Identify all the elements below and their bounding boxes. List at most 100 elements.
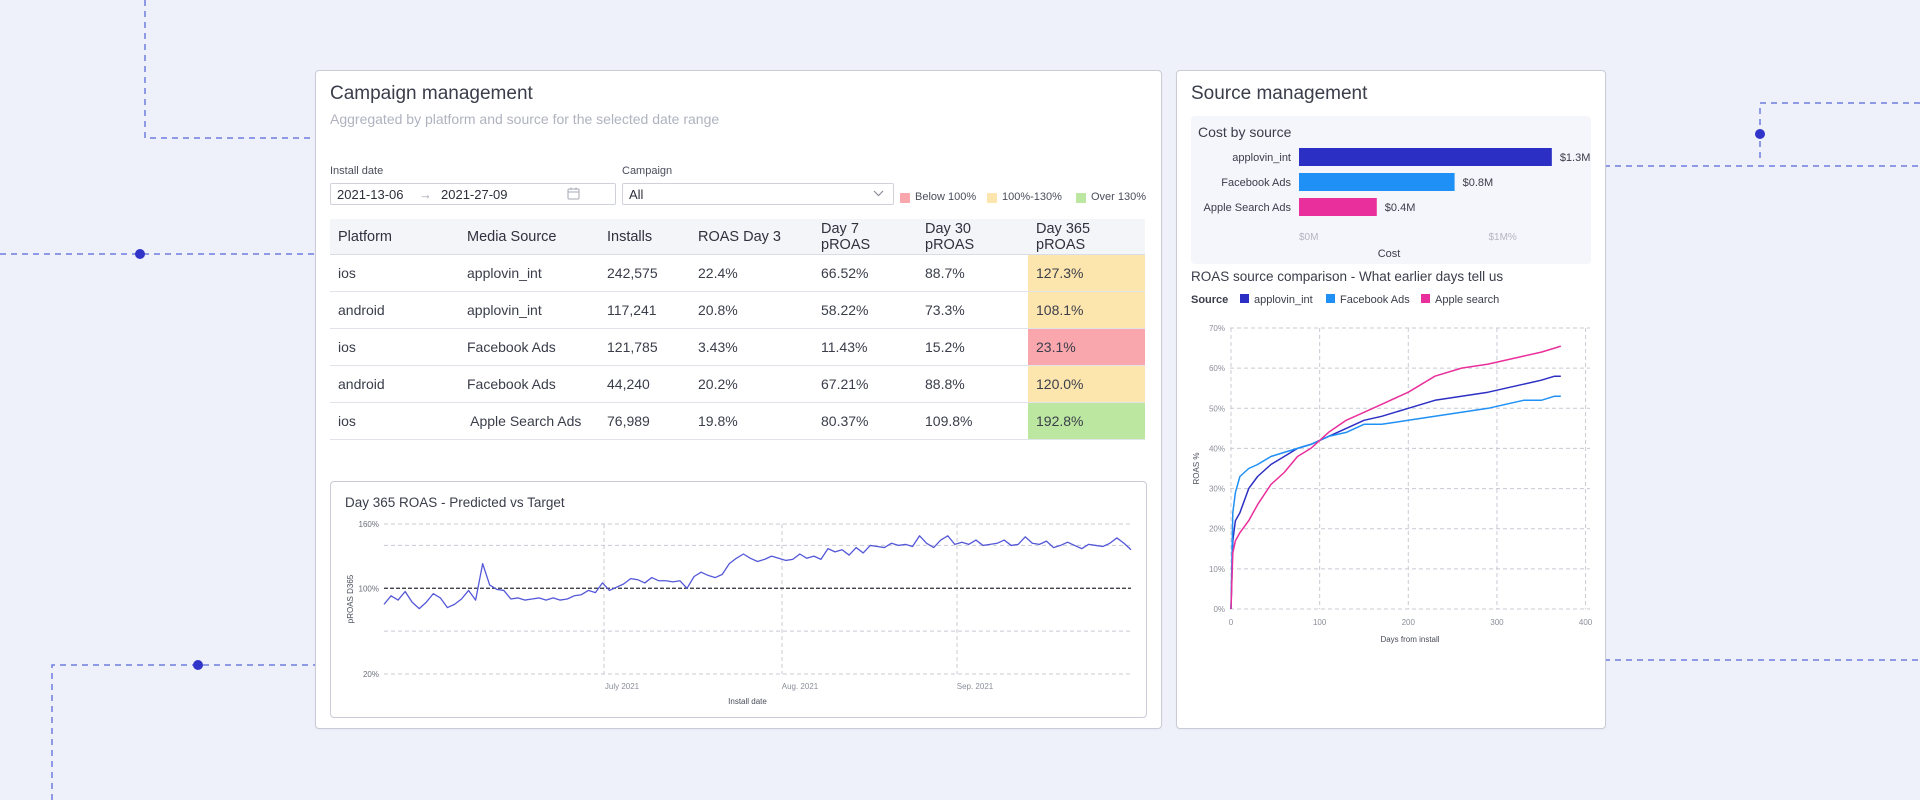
cell-media-source: applovin_int bbox=[459, 291, 599, 329]
bar-category-label: applovin_int bbox=[1232, 152, 1291, 164]
bar-category-label: Apple Search Ads bbox=[1204, 202, 1292, 214]
roas-series-line bbox=[383, 535, 1132, 610]
roas-chart-ticks: 160% 100% 20% July 2021 Aug. 2021 Sep. 2021 In… bbox=[346, 520, 994, 706]
y-tick-label: 100% bbox=[359, 584, 379, 593]
source-panel-title: Source management bbox=[1191, 83, 1368, 104]
campaign-table: Platform Media Source Installs ROAS Day … bbox=[330, 219, 1145, 440]
campaign-management-panel: Campaign management Aggregated by platfo… bbox=[315, 70, 1162, 729]
cost-bar bbox=[1299, 173, 1455, 191]
date-end-value: 2021-27-09 bbox=[441, 187, 508, 202]
column-header-media-source[interactable]: Media Source bbox=[459, 219, 599, 255]
series-line bbox=[1230, 375, 1561, 610]
y-tick-label: 40% bbox=[1209, 444, 1225, 453]
cost-bar bbox=[1299, 148, 1552, 166]
predicted-roas-line bbox=[383, 535, 1132, 610]
column-header-day7[interactable]: Day 7 pROAS bbox=[813, 219, 917, 255]
cell-day365: 127.3% bbox=[1028, 254, 1145, 292]
cell-day30: 15.2% bbox=[917, 328, 1028, 366]
table-header-row: Platform Media Source Installs ROAS Day … bbox=[330, 219, 1145, 255]
x-tick-label: 100 bbox=[1313, 618, 1327, 627]
cell-installs: 76,989 bbox=[599, 402, 690, 440]
x-tick-label: $0M bbox=[1299, 232, 1318, 243]
legend-over-label: Over 130% bbox=[1091, 191, 1147, 203]
roas-chart-title: Day 365 ROAS - Predicted vs Target bbox=[345, 495, 565, 510]
cell-platform: ios bbox=[330, 254, 459, 292]
cell-day30: 88.7% bbox=[917, 254, 1028, 292]
legend-swatch bbox=[1240, 294, 1249, 303]
x-tick-label: July 2021 bbox=[605, 682, 640, 691]
cell-roas-day3: 22.4% bbox=[690, 254, 813, 292]
cell-day7: 66.52% bbox=[813, 254, 917, 292]
cell-media-source: Facebook Ads bbox=[459, 328, 599, 366]
y-tick-label: 70% bbox=[1209, 324, 1225, 333]
cell-roas-day3: 20.2% bbox=[690, 365, 813, 403]
cell-platform: ios bbox=[330, 402, 459, 440]
cell-installs: 242,575 bbox=[599, 254, 690, 292]
table-row[interactable]: ios Apple Search Ads 76,989 19.8% 80.37%… bbox=[330, 402, 1145, 440]
y-tick-label: 20% bbox=[1209, 525, 1225, 534]
y-tick-label: 50% bbox=[1209, 404, 1225, 413]
cost-by-source-chart: applovin_int $1.3M Facebook Ads $0.8M Apple … bbox=[1204, 148, 1590, 260]
campaign-select-value: All bbox=[629, 187, 644, 202]
x-tick-label: 300 bbox=[1490, 618, 1504, 627]
y-tick-label: 160% bbox=[359, 520, 379, 529]
comparison-chart-title: ROAS source comparison - What earlier da… bbox=[1191, 269, 1503, 284]
cell-day365: 23.1% bbox=[1028, 328, 1145, 366]
roas-prediction-chart: 160% 100% 20% July 2021 Aug. 2021 Sep. 2021 In… bbox=[346, 520, 1132, 706]
cell-platform: ios bbox=[330, 328, 459, 366]
legend-swatch-below bbox=[900, 193, 910, 203]
roas-chart-grid bbox=[384, 523, 1131, 675]
cell-day7: 80.37% bbox=[813, 402, 917, 440]
y-tick-label: 30% bbox=[1209, 485, 1225, 494]
y-tick-label: 0% bbox=[1213, 605, 1225, 614]
cell-roas-day3: 3.43% bbox=[690, 328, 813, 366]
column-header-installs[interactable]: Installs bbox=[599, 219, 690, 255]
x-tick-label: Sep. 2021 bbox=[957, 682, 994, 691]
legend-swatch-mid bbox=[987, 193, 997, 203]
column-header-day365[interactable]: Day 365 pROAS bbox=[1028, 219, 1145, 255]
source-management-panel: Source management Cost by source applovi… bbox=[1176, 70, 1606, 729]
table-row[interactable]: ios Facebook Ads 121,785 3.43% 11.43% 15… bbox=[330, 328, 1145, 366]
x-tick-label: Aug. 2021 bbox=[782, 682, 819, 691]
cost-chart-title: Cost by source bbox=[1198, 124, 1292, 140]
cell-roas-day3: 19.8% bbox=[690, 402, 813, 440]
cost-by-source-card: Cost by source applovin_int $1.3M Facebook… bbox=[1191, 116, 1591, 264]
series-line bbox=[1230, 345, 1562, 610]
campaign-panel-title: Campaign management bbox=[330, 83, 533, 104]
cell-day30: 109.8% bbox=[917, 402, 1028, 440]
cell-day365: 108.1% bbox=[1028, 291, 1145, 329]
cell-media-source: Facebook Ads bbox=[459, 365, 599, 403]
table-row[interactable]: android applovin_int 117,241 20.8% 58.22… bbox=[330, 291, 1145, 329]
cell-media-source: applovin_int bbox=[459, 254, 599, 292]
cell-day30: 88.8% bbox=[917, 365, 1028, 403]
y-axis-label: pROAS D365 bbox=[346, 574, 355, 623]
legend-swatch bbox=[1326, 294, 1335, 303]
column-header-platform[interactable]: Platform bbox=[330, 219, 459, 255]
cell-roas-day3: 20.8% bbox=[690, 291, 813, 329]
legend-label: applovin_int bbox=[1254, 294, 1313, 306]
install-date-range-picker[interactable]: 2021-13-06 → 2021-27-09 bbox=[330, 183, 616, 205]
cell-installs: 117,241 bbox=[599, 291, 690, 329]
column-header-day30[interactable]: Day 30 pROAS bbox=[917, 219, 1028, 255]
column-header-roas-day3[interactable]: ROAS Day 3 bbox=[690, 219, 813, 255]
bar-value-label: $0.4M bbox=[1385, 202, 1416, 214]
cell-media-source: Apple Search Ads bbox=[459, 402, 599, 440]
chevron-down-icon[interactable] bbox=[873, 190, 884, 197]
roas-source-comparison-chart: ROAS source comparison - What earlier da… bbox=[1191, 269, 1593, 644]
y-axis-label: ROAS % bbox=[1192, 452, 1201, 484]
calendar-icon[interactable] bbox=[567, 187, 580, 200]
cell-platform: android bbox=[330, 365, 459, 403]
table-row[interactable]: ios applovin_int 242,575 22.4% 66.52% 88… bbox=[330, 254, 1145, 292]
legend-title: Source bbox=[1191, 294, 1228, 306]
table-row[interactable]: android Facebook Ads 44,240 20.2% 67.21%… bbox=[330, 365, 1145, 403]
cell-platform: android bbox=[330, 291, 459, 329]
legend-label: Facebook Ads bbox=[1340, 294, 1410, 306]
campaign-select[interactable]: All bbox=[622, 183, 894, 205]
y-tick-label: 60% bbox=[1209, 364, 1225, 373]
install-date-label: Install date bbox=[330, 165, 384, 177]
cell-day7: 11.43% bbox=[813, 328, 917, 366]
legend-swatch bbox=[1421, 294, 1430, 303]
cell-installs: 44,240 bbox=[599, 365, 690, 403]
x-tick-label: $1M% bbox=[1488, 232, 1516, 243]
legend-below-label: Below 100% bbox=[915, 191, 977, 203]
